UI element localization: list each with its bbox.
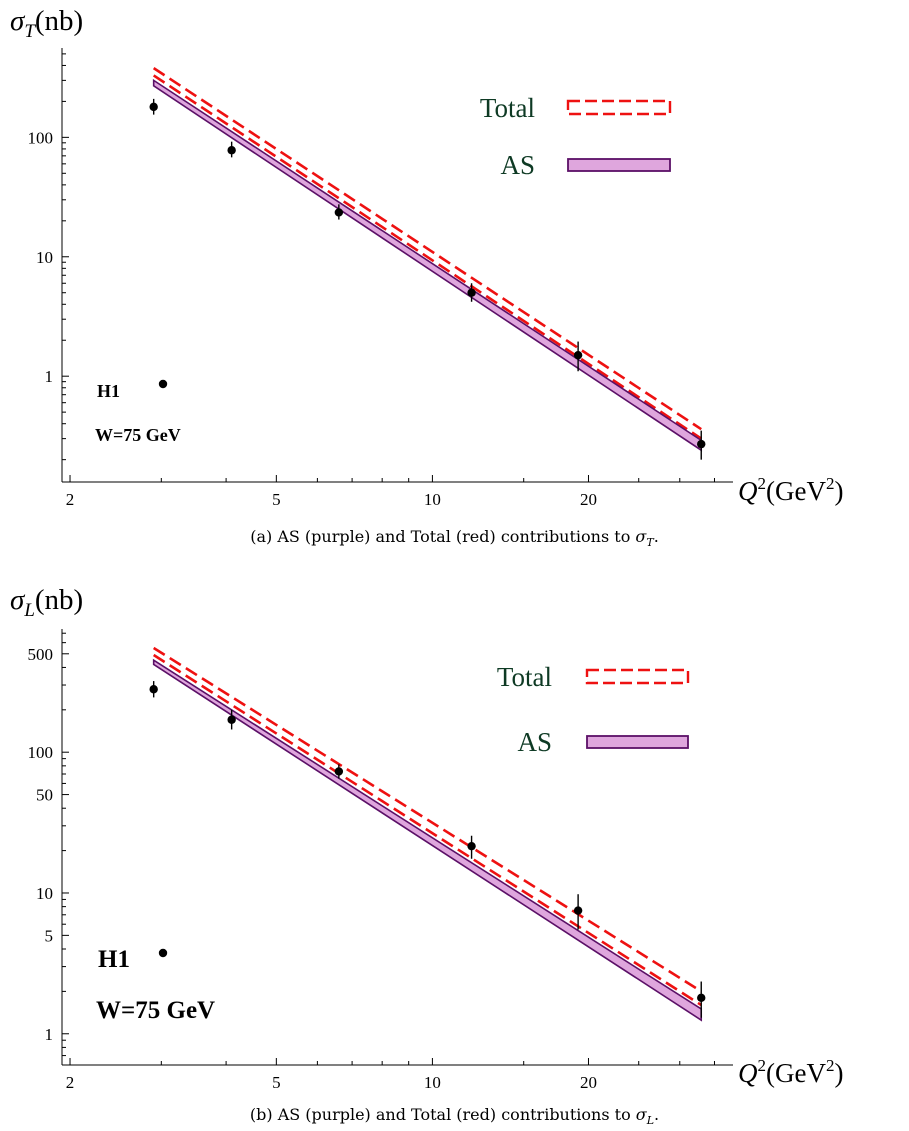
x-tick-label: 20: [580, 490, 597, 509]
series-line-total-upper: [152, 67, 702, 431]
legend-label-as: AS: [500, 150, 535, 180]
legend-swatch-total: [566, 99, 672, 116]
data-point: [697, 993, 706, 1003]
data-label-marker: [158, 948, 168, 958]
data-point: [467, 841, 476, 851]
x-axis-label: Q2(GeV2): [738, 1056, 843, 1088]
x-tick-label: 5: [272, 1073, 281, 1092]
caption-b-symbol: σ: [635, 1105, 647, 1124]
chart-panel-sigma-l: σL(nb) Q2(GeV2) 2 5 10 20 1 5 10 50 100 500 Total AS H…: [0, 565, 909, 1131]
caption-b-subscript: L: [646, 1114, 655, 1128]
data-point: [149, 685, 158, 694]
y-tick-label: 1: [45, 1025, 54, 1044]
caption-a: (a) AS (purple) and Total (red) contribu…: [0, 527, 909, 549]
caption-a-subscript: T: [646, 536, 654, 550]
x-tick-label: 2: [66, 490, 75, 509]
y-tick-label: 100: [28, 128, 54, 147]
x-axis-label: Q2(GeV2): [738, 474, 843, 506]
chart-panel-sigma-t: σT(nb) Q2(GeV2) 2 5 10 20 1 10 100 Total AS H1 W=75 …: [0, 0, 909, 552]
y-tick-label: 100: [28, 743, 54, 762]
data-point: [334, 767, 344, 776]
condition-label: W=75 GeV: [96, 997, 215, 1024]
y-axis-label: σT(nb): [10, 5, 83, 42]
data-point: [227, 146, 236, 155]
x-tick-label: 10: [424, 490, 441, 509]
data-point: [697, 439, 706, 449]
data-point: [227, 715, 236, 724]
data-label-marker: [158, 379, 168, 389]
legend-label-total: Total: [480, 93, 535, 123]
data-point: [149, 102, 158, 112]
x-tick-label: 10: [424, 1073, 441, 1092]
series-line-total-lower: [152, 653, 702, 1007]
data-point: [573, 350, 583, 360]
series-band-as: [152, 78, 703, 452]
y-tick-label: 5: [45, 926, 54, 945]
sigma-l-chart: σL(nb)Q2(GeV2)2 5 10 20151050100500TotalASH…: [10, 584, 843, 1092]
x-tick-label: 2: [66, 1073, 75, 1092]
y-tick-label: 50: [36, 786, 53, 805]
caption-b-text: (b) AS (purple) and Total (red) contribu…: [249, 1105, 636, 1124]
data-point: [467, 288, 476, 297]
legend-label-total: Total: [497, 662, 552, 692]
data-label-h1: H1: [98, 946, 130, 973]
legend-label-as: AS: [517, 727, 552, 757]
caption-a-text: (a) AS (purple) and Total (red) contribu…: [250, 527, 636, 546]
sigma-t-chart: σT(nb) Q2(GeV2) 2 5 10 20 1 10 100 Total AS H1 W=75 …: [10, 5, 843, 509]
series-line-total-upper: [152, 646, 702, 993]
caption-b: (b) AS (purple) and Total (red) contribu…: [0, 1105, 909, 1127]
data-label-h1: H1: [97, 381, 120, 401]
legend-swatch-total: [585, 668, 690, 685]
y-tick-label: 1: [45, 367, 54, 386]
y-tick-label: 500: [28, 645, 54, 664]
data-point: [573, 906, 583, 915]
caption-a-suffix: .: [653, 527, 659, 546]
x-tick-label: 5: [272, 490, 281, 509]
x-tick-label: 20: [580, 1073, 597, 1092]
y-axis-label: σL(nb): [10, 584, 83, 621]
y-tick-label: 10: [36, 248, 53, 267]
series-line-total-lower: [152, 74, 702, 440]
caption-b-suffix: .: [654, 1105, 660, 1124]
condition-label: W=75 GeV: [95, 425, 181, 445]
legend-swatch-as: [586, 735, 689, 749]
caption-a-symbol: σ: [635, 527, 647, 546]
data-point: [334, 208, 344, 217]
y-tick-label: 10: [36, 884, 53, 903]
legend-swatch-as: [567, 158, 671, 172]
series-band-as: [152, 658, 703, 1022]
